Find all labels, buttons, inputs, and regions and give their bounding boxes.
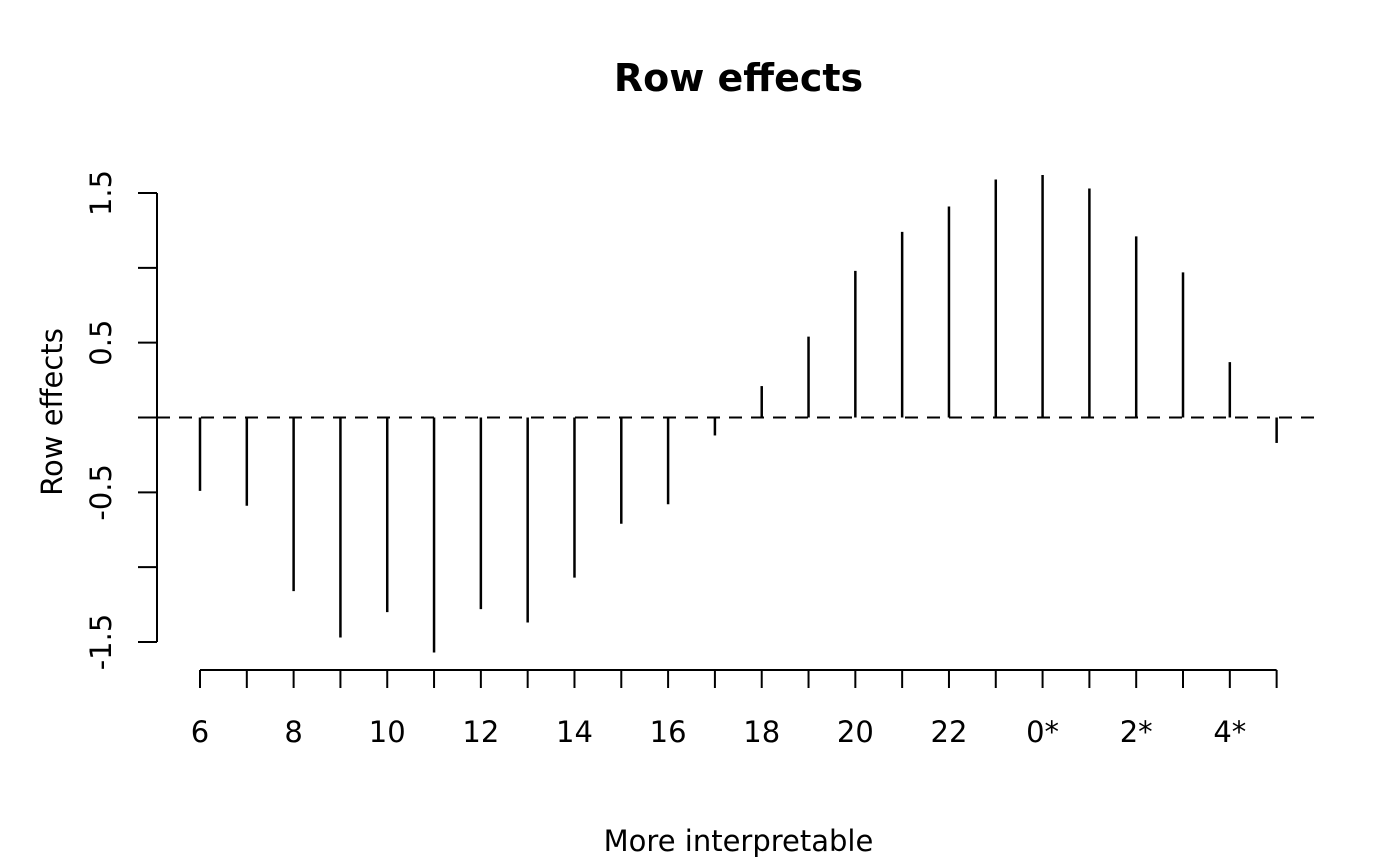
x-tick-label: 20 [837, 715, 874, 749]
x-tick-label: 8 [284, 715, 302, 749]
y-tick-label: 0.5 [84, 320, 118, 366]
x-tick-label: 2* [1120, 715, 1153, 749]
x-tick-label: 10 [369, 715, 406, 749]
x-tick-label: 18 [743, 715, 780, 749]
x-tick-label: 22 [931, 715, 968, 749]
y-tick-label: -0.5 [84, 464, 118, 521]
x-tick-label: 16 [650, 715, 687, 749]
x-tick-label: 4* [1213, 715, 1246, 749]
x-axis-label: More interpretable [603, 824, 874, 858]
x-tick-label: 12 [462, 715, 499, 749]
x-tick-label: 6 [191, 715, 209, 749]
x-tick-label: 14 [556, 715, 593, 749]
x-tick-label: 0* [1026, 715, 1059, 749]
y-tick-label: 1.5 [84, 170, 118, 216]
chart-title: Row effects [613, 56, 864, 100]
y-tick-label: -1.5 [84, 614, 118, 671]
